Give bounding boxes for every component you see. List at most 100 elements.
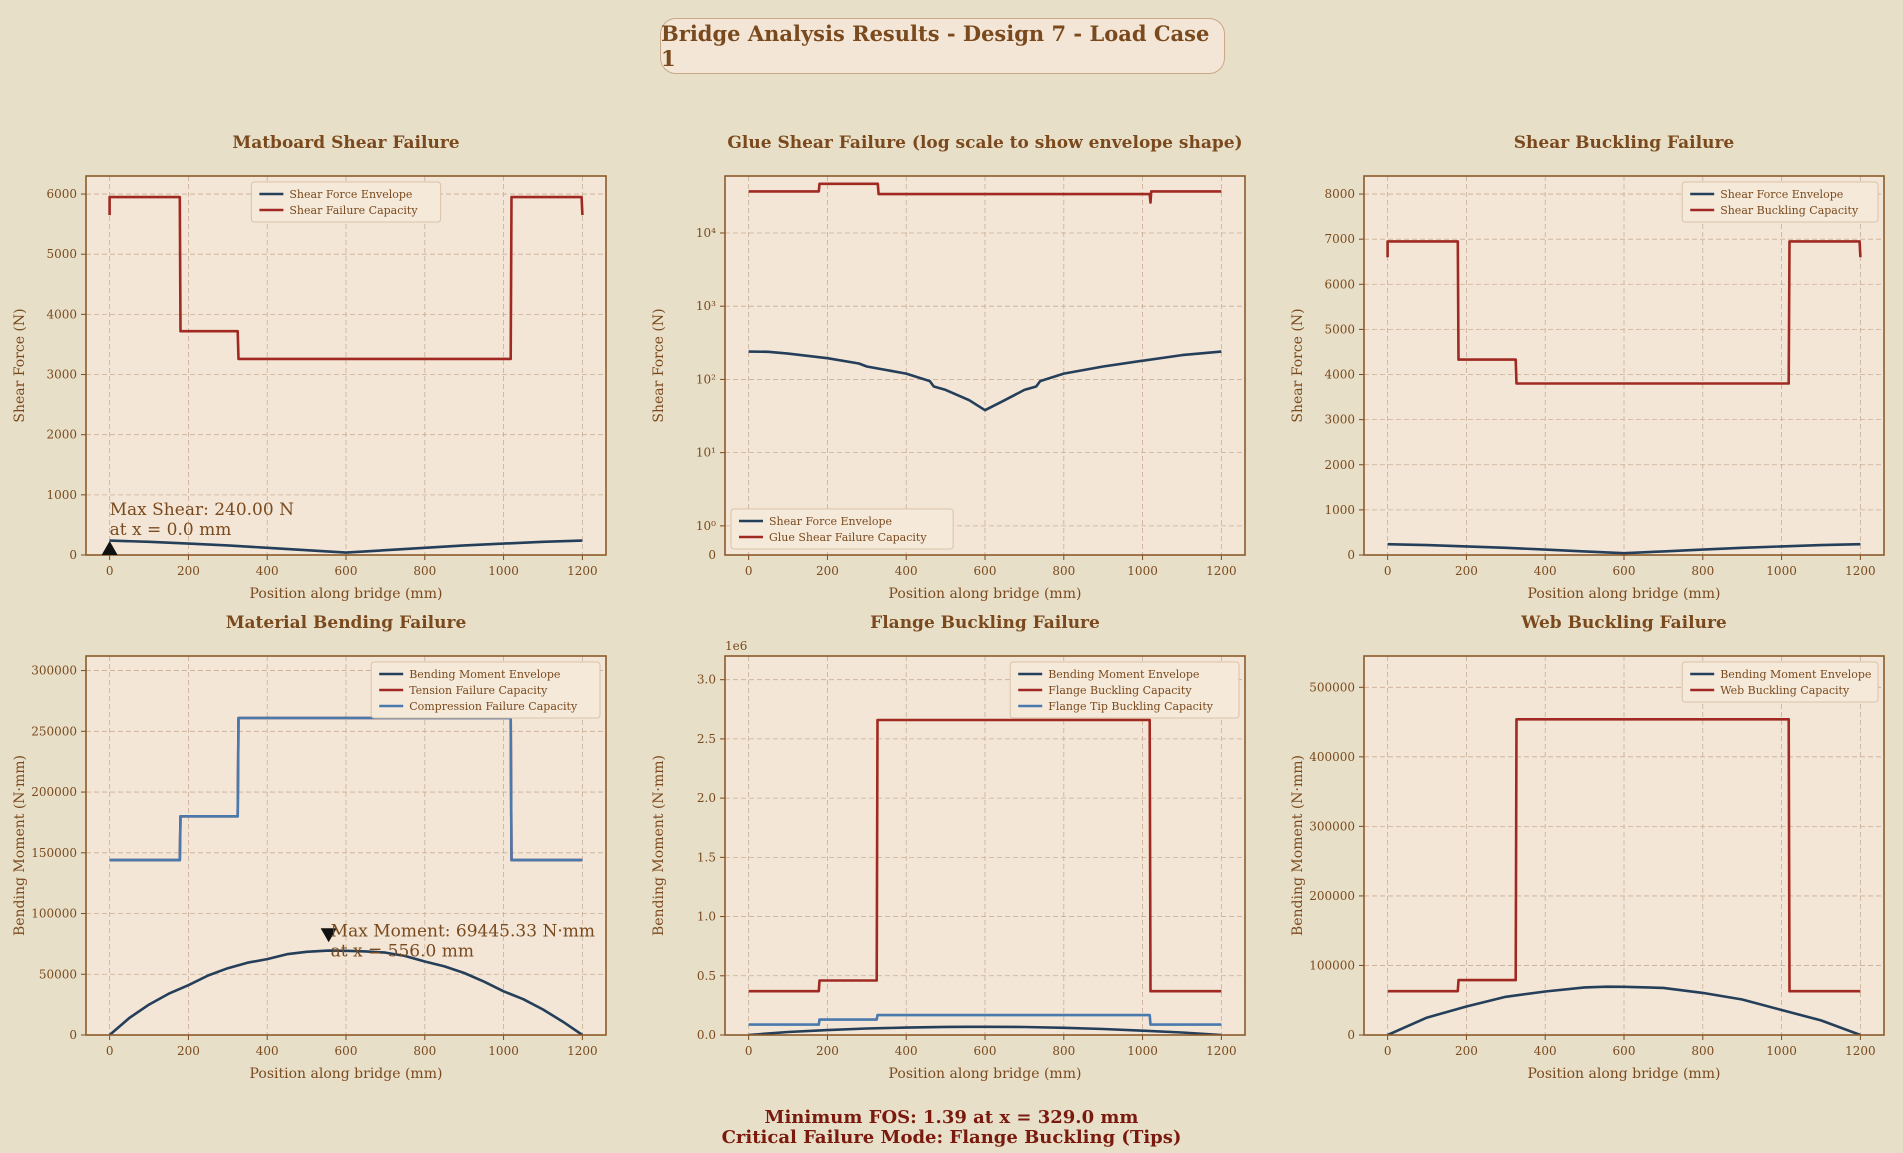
- x-tick-label: 1000: [488, 564, 519, 578]
- max-marker-icon: [101, 541, 118, 555]
- y-tick-label: 100000: [1309, 958, 1355, 972]
- x-tick-label: 1000: [488, 1044, 519, 1058]
- plot-frame: [85, 175, 607, 556]
- y-tick-label: 0: [69, 1028, 77, 1042]
- y-tick-label: 0.0: [697, 1028, 716, 1042]
- series-line-2: [1386, 240, 1862, 385]
- chart-title: Flange Buckling Failure: [870, 613, 1100, 633]
- x-tick-label: 1000: [1766, 1044, 1797, 1058]
- x-tick-label: 800: [1052, 564, 1075, 578]
- y-tick-label: 400000: [1309, 750, 1355, 764]
- y-tick-label: 10⁰: [696, 519, 716, 533]
- x-tick-label: 600: [1613, 1044, 1636, 1058]
- x-axis-label: Position along bridge (mm): [1528, 586, 1721, 602]
- y-tick-label: 6000: [46, 187, 77, 201]
- y-tick-label: 3000: [1324, 413, 1355, 427]
- annotation-line1: Max Moment: 69445.33 N·mm: [331, 921, 595, 941]
- y-axis-label: Shear Force (N): [1290, 308, 1306, 422]
- y-tick-label: 3000: [46, 368, 77, 382]
- y-tick-label: 50000: [39, 967, 77, 981]
- plot-frame: [724, 655, 1246, 1036]
- x-tick-label: 200: [1455, 1044, 1478, 1058]
- y-axis-label: Shear Force (N): [12, 308, 28, 422]
- legend: Shear Force Envelope Shear Failure Capaci…: [250, 181, 442, 223]
- x-tick-label: 200: [177, 1044, 200, 1058]
- min-fos-summary: Minimum FOS: 1.39 at x = 329.0 mm: [764, 1107, 1139, 1128]
- x-axis-label: Position along bridge (mm): [1528, 1066, 1721, 1082]
- y-tick-label: 250000: [31, 724, 77, 738]
- y-tick-label: 0.5: [697, 969, 716, 983]
- y-tick-label: 1000: [1324, 503, 1355, 517]
- y-tick-label: 2000: [1324, 458, 1355, 472]
- x-axis-label: Position along bridge (mm): [250, 1066, 443, 1082]
- critical-failure-mode: Critical Failure Mode: Flange Buckling (…: [721, 1127, 1182, 1148]
- x-tick-label: 800: [1052, 1044, 1075, 1058]
- figure-title: Bridge Analysis Results - Design 7 - Loa…: [660, 18, 1225, 74]
- x-tick-label: 0: [106, 1044, 114, 1058]
- x-tick-label: 800: [1691, 564, 1714, 578]
- x-tick-label: 200: [1455, 564, 1478, 578]
- legend-label: Compression Failure Capacity: [409, 700, 578, 713]
- x-axis-label: Position along bridge (mm): [889, 586, 1082, 602]
- legend-label: Shear Buckling Capacity: [1720, 204, 1859, 217]
- plot-frame: [1363, 175, 1885, 556]
- x-tick-label: 800: [413, 564, 436, 578]
- series-line-2: [748, 718, 1222, 993]
- x-tick-label: 1000: [1766, 564, 1797, 578]
- x-tick-label: 600: [974, 1044, 997, 1058]
- y-tick-label: 4000: [1324, 368, 1355, 382]
- x-tick-label: 1200: [1206, 564, 1237, 578]
- x-tick-label: 200: [177, 564, 200, 578]
- y-tick-label: 4000: [46, 307, 77, 321]
- series-line-1: [1387, 985, 1861, 1035]
- y-tick-label: 150000: [31, 846, 77, 860]
- annotation-line2: at x = 0.0 mm: [110, 520, 232, 540]
- x-tick-label: 600: [1613, 564, 1636, 578]
- x-tick-label: 1000: [1127, 564, 1158, 578]
- y-tick-label: 1.5: [697, 850, 716, 864]
- series-line-1: [1387, 542, 1861, 555]
- legend-label: Flange Tip Buckling Capacity: [1048, 700, 1214, 713]
- x-tick-label: 400: [1534, 564, 1557, 578]
- legend-box: [1681, 661, 1879, 703]
- y-tick-label: 1.0: [697, 910, 716, 924]
- x-tick-label: 1200: [567, 564, 598, 578]
- series-line-1: [748, 350, 1222, 412]
- y-tick-label: 10¹: [696, 446, 716, 460]
- y-tick-label: 300000: [1309, 819, 1355, 833]
- y-tick-label: 0: [1347, 1028, 1355, 1042]
- legend-label: Web Buckling Capacity: [1720, 684, 1850, 697]
- x-tick-label: 1200: [1206, 1044, 1237, 1058]
- chart-title: Web Buckling Failure: [1520, 613, 1727, 633]
- series-line-1: [108, 949, 584, 1035]
- x-tick-label: 0: [106, 564, 114, 578]
- series-line-3: [109, 716, 583, 862]
- y-tick-label: 10²: [696, 372, 716, 386]
- chart-title: Shear Buckling Failure: [1514, 133, 1735, 153]
- x-tick-label: 400: [1534, 1044, 1557, 1058]
- y-tick-label: 200000: [31, 785, 77, 799]
- chart-flange-buckling: 0 200 400 600 800 1000 1200 0.0 0.5 1.0 1.5 2.0 2.5 3…: [651, 613, 1246, 1082]
- series-line-2: [108, 195, 584, 361]
- plot-frame: [85, 655, 607, 1036]
- legend-box: [1009, 661, 1240, 719]
- x-tick-label: 600: [335, 1044, 358, 1058]
- series-line-2: [1387, 717, 1861, 993]
- y-tick-label: 100000: [31, 907, 77, 921]
- y-tick-label: 500000: [1309, 680, 1355, 694]
- x-tick-label: 1200: [567, 1044, 598, 1058]
- y-tick-label: 10⁴: [696, 226, 716, 240]
- y-tick-label: 0: [1347, 548, 1355, 562]
- legend-label: Shear Failure Capacity: [289, 204, 418, 217]
- legend-label: Flange Buckling Capacity: [1048, 684, 1192, 697]
- annotation-line2: at x = 556.0 mm: [331, 941, 474, 961]
- x-tick-label: 400: [895, 564, 918, 578]
- legend-box: [730, 508, 954, 550]
- legend: Shear Force Envelope Glue Shear Failure C…: [730, 508, 954, 550]
- axis-offset-label: 1e6: [725, 639, 747, 653]
- chart-title: Matboard Shear Failure: [232, 133, 459, 153]
- x-tick-label: 600: [335, 564, 358, 578]
- chart-shear-buckling: 0 200 400 600 800 1000 1200 0 1000 2000 3000 4000 50…: [1290, 133, 1885, 602]
- y-axis-label: Bending Moment (N·mm): [1290, 755, 1306, 936]
- y-tick-label: 300000: [31, 664, 77, 678]
